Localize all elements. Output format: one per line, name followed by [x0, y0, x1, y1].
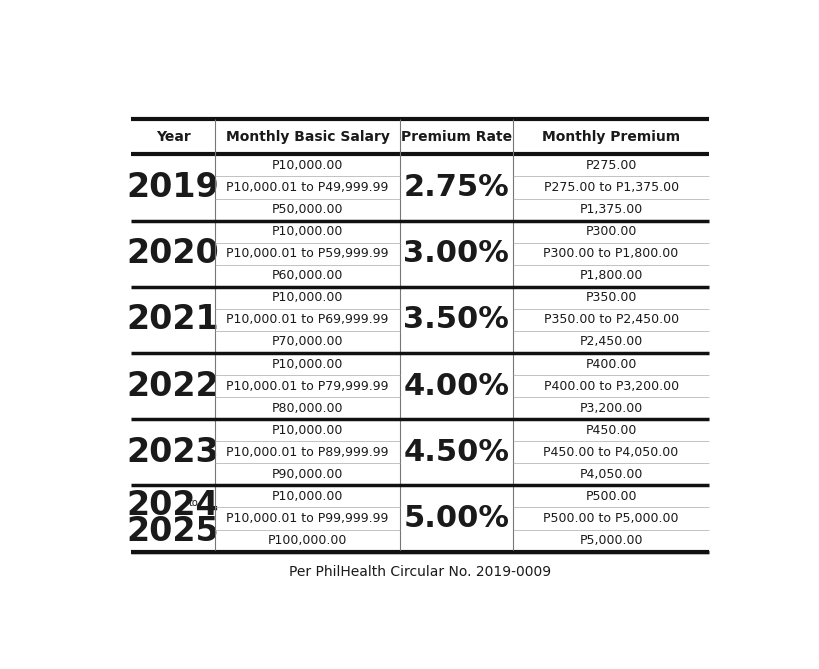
Text: P400.00 to P3,200.00: P400.00 to P3,200.00 — [543, 379, 678, 393]
Text: P50,000.00: P50,000.00 — [271, 203, 343, 216]
Text: P450.00: P450.00 — [585, 423, 636, 437]
Text: Monthly Basic Salary: Monthly Basic Salary — [225, 130, 389, 144]
Text: Monthly Premium: Monthly Premium — [541, 130, 679, 144]
Text: P100,000.00: P100,000.00 — [268, 534, 346, 547]
Text: Per PhilHealth Circular No. 2019-0009: Per PhilHealth Circular No. 2019-0009 — [289, 565, 550, 579]
Text: P400.00: P400.00 — [585, 357, 636, 371]
Text: 4.50%: 4.50% — [403, 438, 509, 467]
Text: P1,800.00: P1,800.00 — [579, 269, 642, 282]
Text: P80,000.00: P80,000.00 — [271, 401, 343, 415]
Text: 2019: 2019 — [126, 171, 219, 204]
Text: P10,000.00: P10,000.00 — [271, 159, 342, 172]
Text: P90,000.00: P90,000.00 — [271, 468, 342, 481]
Text: Year: Year — [156, 130, 190, 144]
Text: P10,000.00: P10,000.00 — [271, 423, 342, 437]
Text: P10,000.01 to P99,999.99: P10,000.01 to P99,999.99 — [226, 512, 388, 525]
Text: P60,000.00: P60,000.00 — [271, 269, 342, 282]
Text: 5.00%: 5.00% — [403, 504, 509, 533]
Text: P300.00: P300.00 — [585, 225, 636, 238]
Text: P10,000.00: P10,000.00 — [271, 357, 342, 371]
Text: 3.50%: 3.50% — [403, 306, 509, 334]
Text: P350.00: P350.00 — [585, 291, 636, 304]
Text: 2021: 2021 — [127, 304, 219, 337]
Text: P5,000.00: P5,000.00 — [579, 534, 642, 547]
Text: P275.00 to P1,375.00: P275.00 to P1,375.00 — [543, 181, 678, 194]
Text: P10,000.01 to P79,999.99: P10,000.01 to P79,999.99 — [226, 379, 388, 393]
Text: P4,050.00: P4,050.00 — [579, 468, 642, 481]
Text: 3.00%: 3.00% — [403, 240, 509, 268]
Text: 4.00%: 4.00% — [403, 371, 509, 401]
Text: P350.00 to P2,450.00: P350.00 to P2,450.00 — [543, 313, 678, 326]
Text: P1,375.00: P1,375.00 — [579, 203, 642, 216]
Text: P500.00 to P5,000.00: P500.00 to P5,000.00 — [543, 512, 678, 525]
Text: P10,000.01 to P89,999.99: P10,000.01 to P89,999.99 — [226, 446, 388, 459]
Text: 2024: 2024 — [127, 489, 219, 522]
Text: P10,000.01 to P49,999.99: P10,000.01 to P49,999.99 — [226, 181, 388, 194]
Text: P450.00 to P4,050.00: P450.00 to P4,050.00 — [543, 446, 678, 459]
Text: P500.00: P500.00 — [585, 490, 636, 503]
Text: Premium Rate: Premium Rate — [400, 130, 511, 144]
Text: P275.00: P275.00 — [585, 159, 636, 172]
Text: 2025: 2025 — [126, 515, 219, 548]
Text: P10,000.00: P10,000.00 — [271, 490, 342, 503]
Text: P70,000.00: P70,000.00 — [271, 335, 343, 349]
Text: 2022: 2022 — [127, 369, 219, 403]
Text: to: to — [188, 498, 198, 508]
Text: 2.75%: 2.75% — [403, 173, 509, 202]
Text: P10,000.00: P10,000.00 — [271, 225, 342, 238]
Text: P300.00 to P1,800.00: P300.00 to P1,800.00 — [543, 248, 678, 260]
Text: 2023: 2023 — [126, 436, 219, 469]
Text: P2,450.00: P2,450.00 — [579, 335, 642, 349]
Text: P3,200.00: P3,200.00 — [579, 401, 642, 415]
Text: P10,000.00: P10,000.00 — [271, 291, 342, 304]
Text: P10,000.01 to P69,999.99: P10,000.01 to P69,999.99 — [226, 313, 388, 326]
Text: 2020: 2020 — [126, 237, 219, 270]
Text: P10,000.01 to P59,999.99: P10,000.01 to P59,999.99 — [226, 248, 388, 260]
